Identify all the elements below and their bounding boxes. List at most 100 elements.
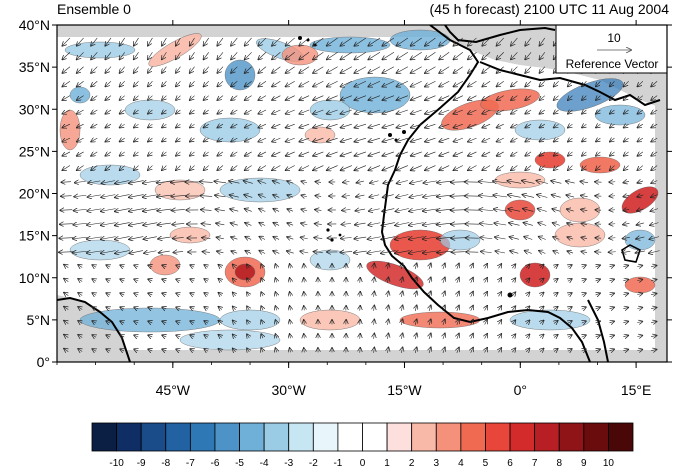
wind-vector — [244, 80, 252, 87]
colorbar-label: 2 — [409, 458, 415, 469]
wind-vector — [162, 96, 167, 101]
wind-vector — [552, 223, 560, 226]
wind-vector — [387, 305, 388, 311]
wind-vector — [287, 181, 294, 183]
anomaly-region — [309, 36, 391, 54]
wind-vector — [105, 52, 112, 59]
wind-vector — [468, 95, 477, 101]
wind-vector — [176, 165, 181, 171]
wind-vector — [511, 110, 518, 114]
wind-vector — [162, 37, 167, 46]
wind-vector — [217, 110, 224, 114]
wind-vector — [133, 124, 139, 128]
wind-vector — [143, 223, 158, 226]
wind-vector — [78, 293, 82, 296]
wind-vector — [457, 263, 459, 269]
wind-vector — [637, 138, 644, 142]
wind-vector — [231, 37, 238, 46]
wind-vector — [64, 264, 69, 267]
wind-vector — [496, 110, 504, 114]
wind-vector — [493, 195, 508, 197]
wind-vector — [553, 124, 559, 128]
wind-vector — [244, 37, 252, 46]
colorbar-label: 4 — [458, 458, 464, 469]
wind-vector — [134, 349, 138, 351]
wind-vector — [568, 293, 572, 296]
wind-vector — [258, 52, 267, 59]
wind-vector — [443, 277, 445, 284]
wind-vector — [539, 110, 545, 114]
wind-vector — [509, 237, 519, 240]
wind-vector — [609, 196, 616, 197]
wind-vector — [396, 95, 408, 101]
wind-vector — [525, 52, 532, 59]
wind-vector — [261, 278, 263, 282]
wind-vector — [480, 237, 493, 238]
wind-vector — [176, 96, 181, 101]
wind-vector — [387, 277, 388, 283]
wind-vector — [580, 195, 588, 196]
anomaly-region — [339, 76, 411, 114]
wind-vector — [551, 181, 562, 184]
wind-vector — [86, 237, 102, 239]
wind-vector — [176, 52, 181, 59]
wind-vector — [64, 348, 69, 351]
wind-vector — [162, 152, 167, 156]
wind-vector — [422, 209, 438, 211]
wind-vector — [623, 195, 630, 196]
wind-vector — [553, 251, 560, 254]
colorbar-label: -4 — [260, 458, 269, 469]
wind-vector — [453, 95, 463, 101]
wind-vector — [171, 195, 186, 196]
wind-vector — [507, 195, 521, 198]
wind-vector — [637, 321, 643, 322]
wind-vector — [62, 151, 71, 156]
wind-vector — [596, 265, 601, 267]
wind-vector — [451, 238, 466, 239]
wind-vector — [272, 151, 281, 156]
wind-vector — [204, 293, 208, 296]
wind-vector — [429, 277, 431, 284]
wind-vector — [86, 251, 102, 253]
wind-vector — [525, 110, 532, 114]
wind-vector — [275, 348, 276, 353]
wind-vector — [354, 80, 367, 87]
wind-vector — [258, 95, 267, 101]
wind-vector — [119, 66, 125, 74]
wind-vector — [218, 292, 222, 295]
lat-tick-label: 30°N — [19, 101, 50, 117]
colorbar-label: 6 — [507, 458, 513, 469]
wind-vector — [610, 138, 615, 142]
wind-vector — [471, 263, 474, 269]
wind-vector — [217, 95, 224, 101]
wind-vector — [91, 110, 98, 114]
wind-vector — [299, 52, 310, 59]
wind-vector — [106, 279, 110, 281]
colorbar-swatch — [337, 422, 363, 452]
wind-vector — [189, 37, 195, 46]
reference-vector-magnitude: 10 — [607, 31, 621, 45]
anomaly-region — [559, 197, 601, 223]
wind-vector — [326, 109, 338, 114]
wind-vector — [539, 66, 546, 74]
wind-vector — [568, 335, 572, 338]
wind-vector — [128, 223, 144, 226]
wind-vector — [105, 66, 112, 74]
wind-vector — [245, 251, 252, 254]
wind-vector — [272, 80, 281, 87]
anomaly-region — [149, 254, 181, 276]
wind-vector — [637, 152, 644, 156]
wind-vector — [244, 138, 252, 142]
wind-vector — [190, 265, 194, 267]
anomaly-region — [309, 249, 351, 271]
wind-vector — [422, 251, 438, 253]
wind-vector — [204, 307, 208, 310]
wind-vector — [582, 265, 587, 267]
wind-vector — [272, 181, 280, 184]
wind-vector — [498, 264, 501, 269]
wind-vector — [436, 209, 452, 211]
wind-vector — [129, 237, 144, 240]
wind-vector — [443, 319, 445, 326]
wind-vector — [493, 209, 507, 211]
wind-vector — [443, 333, 445, 340]
